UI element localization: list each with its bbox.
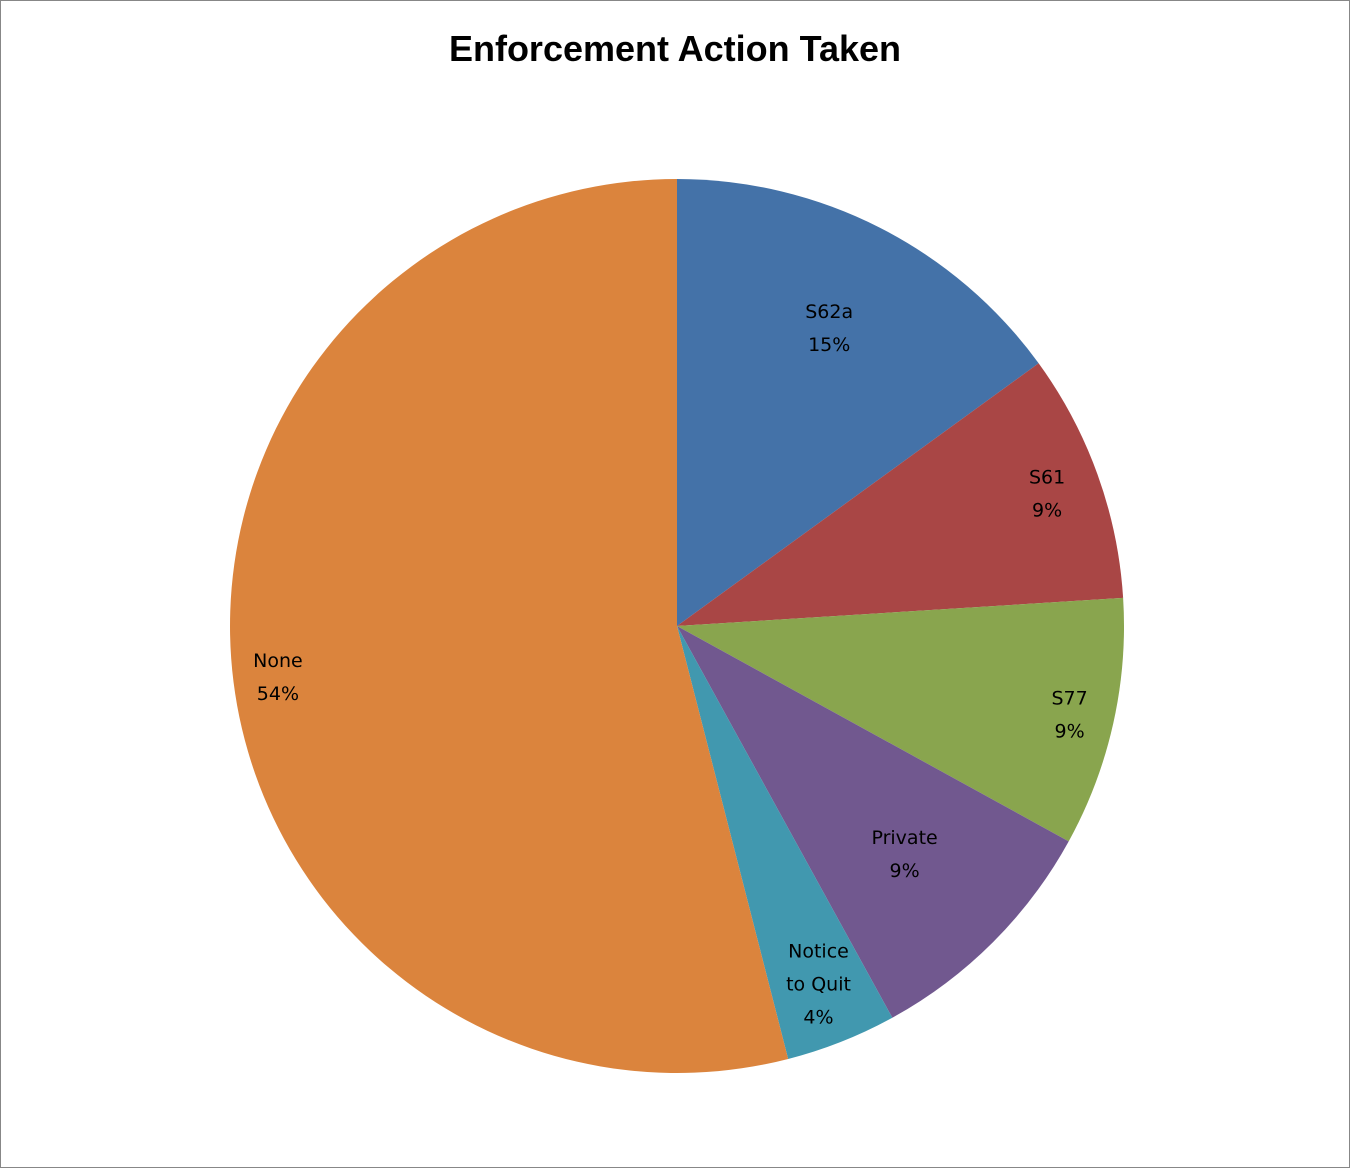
pie-slice-private [677, 626, 1069, 1018]
data-label-s61: S61 9% [1029, 466, 1065, 521]
data-label-s62a: S62a 15% [805, 301, 853, 356]
chart-title: Enforcement Action Taken [448, 28, 902, 69]
pie-labels: S62a 15% S61 9% S77 9% Private 9% Notice to Quit 4… [253, 301, 1088, 1029]
pie-slice-s77 [677, 597, 1125, 842]
data-label-none: None 54% [253, 650, 303, 705]
pie-slice-s61 [677, 363, 1124, 626]
data-label-notice-to-quit: Notice to Quit 4% [786, 940, 851, 1028]
pie-slices [230, 179, 1125, 1073]
data-label-private: Private 9% [871, 827, 937, 882]
pie-slice-notice-to-quit [677, 626, 893, 1059]
data-label-s77: S77 9% [1051, 687, 1087, 742]
pie-slice-none [230, 179, 789, 1073]
pie-slice-s62a [677, 179, 1039, 626]
